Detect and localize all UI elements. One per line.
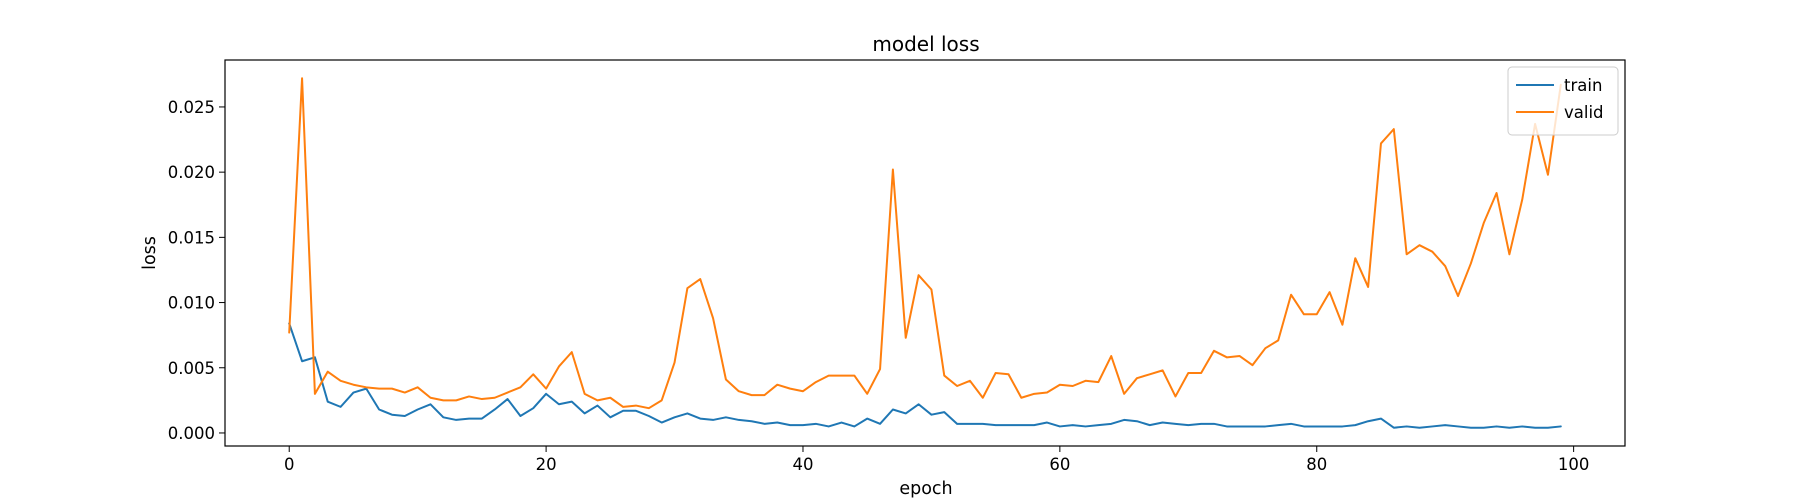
- y-tick-label: 0.025: [168, 98, 215, 117]
- x-axis-label: epoch: [899, 479, 952, 499]
- y-tick-label: 0.005: [168, 359, 215, 378]
- legend-label-train: train: [1564, 76, 1602, 95]
- series-line-valid: [288, 77, 1562, 410]
- x-tick-label: 0: [284, 455, 295, 474]
- x-axis: 0 20 40 60 80 100: [284, 446, 1589, 474]
- x-tick-label: 20: [536, 455, 557, 474]
- series-line-train: [288, 322, 1562, 429]
- y-axis-label: loss: [140, 236, 160, 270]
- x-tick-label: 100: [1558, 455, 1590, 474]
- x-tick-label: 60: [1049, 455, 1070, 474]
- y-tick-label: 0.010: [168, 294, 215, 313]
- x-tick-label: 40: [792, 455, 813, 474]
- plot-lines: [288, 77, 1562, 429]
- chart-title: model loss: [872, 32, 979, 56]
- legend: train valid: [1507, 66, 1619, 136]
- x-tick-label: 80: [1306, 455, 1327, 474]
- y-tick-label: 0.020: [168, 163, 215, 182]
- plot-frame: [224, 59, 1626, 447]
- y-axis: 0.000 0.005 0.010 0.015 0.020 0.025: [168, 98, 225, 443]
- legend-label-valid: valid: [1564, 103, 1604, 122]
- y-tick-label: 0.015: [168, 228, 215, 247]
- y-tick-label: 0.000: [168, 424, 215, 443]
